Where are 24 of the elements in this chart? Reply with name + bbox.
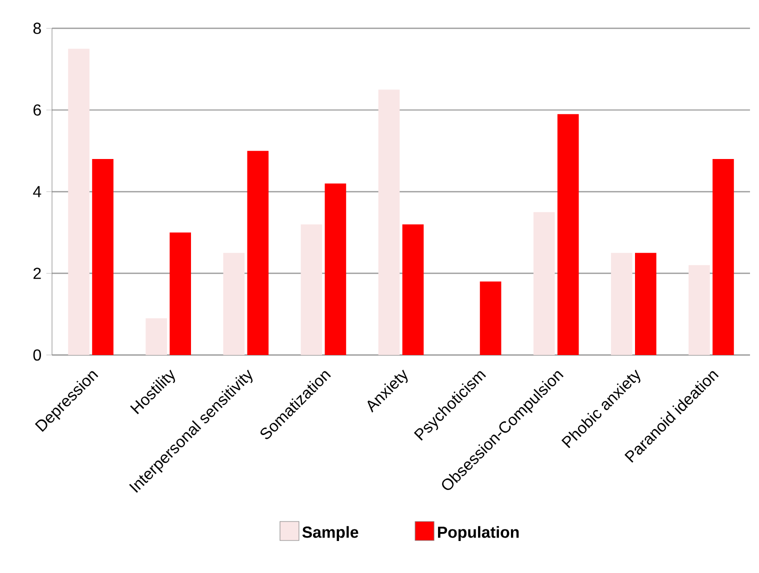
bar — [688, 265, 710, 355]
bar — [635, 252, 656, 355]
y-tick-label: 2 — [34, 268, 41, 279]
bar — [300, 224, 322, 355]
bar — [68, 48, 90, 355]
bar — [324, 183, 346, 355]
bar — [533, 212, 555, 355]
y-tick-label: 0 — [33, 349, 41, 361]
bar — [611, 252, 632, 355]
bar — [402, 224, 424, 355]
y-tick-label: 8 — [33, 22, 41, 34]
y-tick-label: 6 — [34, 104, 41, 116]
bar — [712, 158, 734, 355]
bar — [378, 90, 400, 355]
bar — [480, 281, 502, 355]
bar — [146, 318, 168, 355]
y-tick-label: 4 — [33, 186, 42, 198]
bar — [223, 252, 245, 355]
legend-label: Population — [438, 526, 519, 542]
bar — [557, 114, 579, 355]
bar — [170, 232, 192, 355]
bar — [92, 158, 114, 355]
bar — [247, 150, 269, 355]
legend-label: Sample — [302, 526, 358, 542]
